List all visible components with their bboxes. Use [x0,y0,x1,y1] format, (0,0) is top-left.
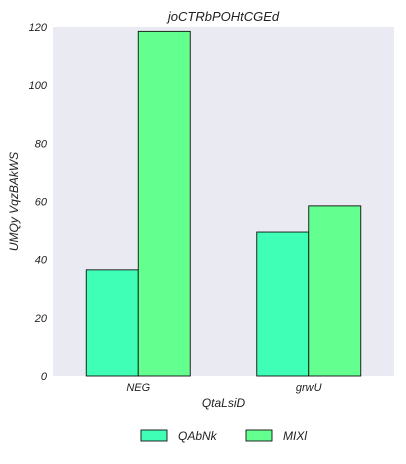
bar-QAbNk-NEG [85,269,139,377]
y-tick-label: 40 [35,255,48,267]
y-axis-label: UMQy VqzBAkWS [7,152,21,251]
bar-MIXl-NEG [137,30,191,377]
y-tick-label: 60 [35,197,48,209]
y-tick-label: 20 [34,313,48,325]
legend-swatch-QAbNk [140,429,168,442]
legend-label-MIXl: MIXl [283,429,307,443]
x-tick-label: grwU [296,382,322,394]
y-tick-label: 120 [29,22,48,34]
bar-QAbNk-grwU [256,231,310,377]
x-tick-label: NEG [126,382,150,394]
chart-title: joCTRbPOHtCGEd [166,9,280,24]
y-tick-label: 0 [41,371,48,383]
legend-label-QAbNk: QAbNk [178,429,218,443]
y-tick-label: 80 [35,138,48,150]
legend-swatch-MIXl [245,429,273,442]
y-tick-label: 100 [29,80,48,92]
y-axis-ticks: 0 20 40 60 80 100 120 [29,22,48,383]
x-axis-ticks: NEG grwU [126,382,321,394]
bars-group [85,30,362,377]
bar-MIXl-grwU [308,205,362,377]
x-axis-label: QtaLsiD [202,396,246,410]
legend: QAbNk MIXl [140,429,307,443]
